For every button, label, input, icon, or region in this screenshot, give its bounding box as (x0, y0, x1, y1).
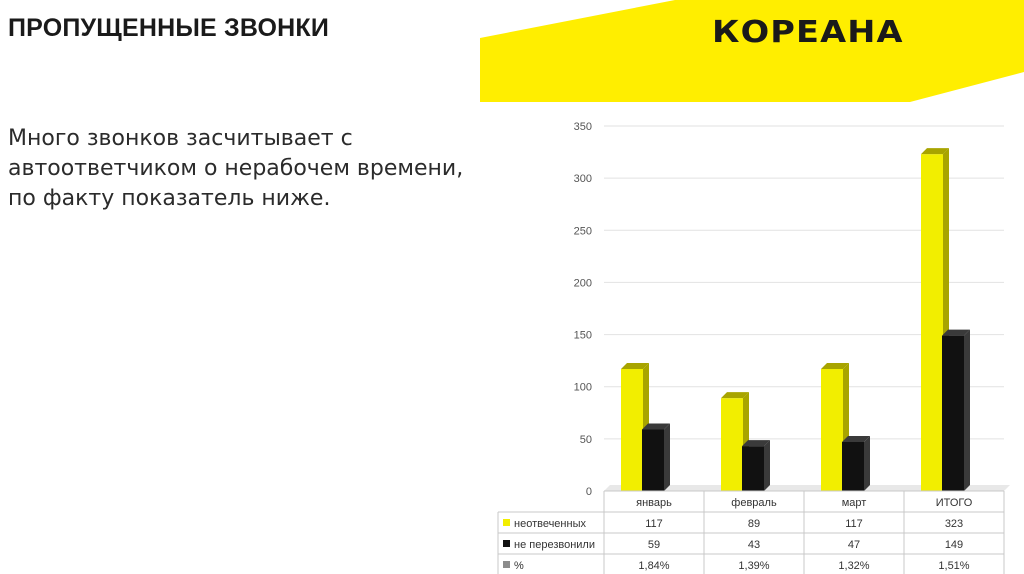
bar (942, 335, 964, 491)
y-tick-label: 0 (586, 486, 592, 498)
bar-side (664, 423, 670, 491)
bar (742, 446, 764, 491)
data-label: 1,32% (838, 560, 869, 572)
category-label: январь (636, 497, 672, 509)
bar-top (821, 362, 849, 369)
data-label: 47 (848, 539, 860, 551)
bar (621, 368, 643, 491)
bar-top (842, 435, 870, 442)
category-label: февраль (731, 497, 777, 509)
category-label: ИТОГО (936, 497, 973, 509)
data-label: 1,84% (638, 560, 669, 572)
data-label: 323 (945, 518, 963, 530)
legend-label: % (514, 560, 524, 572)
y-tick-label: 250 (574, 225, 592, 237)
bar (821, 368, 843, 491)
bar-side (764, 440, 770, 491)
data-label: 43 (748, 539, 760, 551)
bar-top (642, 423, 670, 430)
data-label: 117 (645, 518, 663, 530)
y-tick-label: 100 (574, 382, 592, 394)
bar-top (742, 440, 770, 447)
bar-top (721, 392, 749, 399)
bar (721, 398, 743, 491)
bar-top (942, 329, 970, 336)
header-banner (480, 0, 1024, 102)
body-text: Много звонков засчитывает с автоответчик… (8, 126, 464, 211)
y-tick-label: 350 (574, 121, 592, 133)
brand-logo: КОРЕАНА (712, 15, 904, 50)
data-label: 1,39% (738, 560, 769, 572)
category-label: март (842, 497, 867, 509)
data-label: 89 (748, 518, 760, 530)
bar-top (621, 362, 649, 369)
bar-side (864, 435, 870, 491)
banner-yellow-shape (480, 0, 1024, 102)
data-label: 1,51% (938, 560, 969, 572)
chart-floor (604, 485, 1010, 491)
legend-label: не перезвонили (514, 539, 595, 551)
y-tick-label: 150 (574, 330, 592, 342)
data-label: 59 (648, 539, 660, 551)
legend-key (503, 561, 510, 568)
legend-key (503, 540, 510, 547)
bar (642, 429, 664, 491)
bar (842, 441, 864, 491)
data-label: 117 (845, 518, 863, 530)
legend-key (503, 519, 510, 526)
y-tick-label: 50 (580, 434, 592, 446)
legend-label: неотвеченных (514, 518, 586, 530)
bar-top (921, 148, 949, 155)
y-tick-label: 200 (574, 277, 592, 289)
bar-side (964, 329, 970, 491)
bar (921, 154, 943, 491)
y-tick-label: 300 (574, 173, 592, 185)
data-label: 149 (945, 539, 963, 551)
page-title: ПРОПУЩЕННЫЕ ЗВОНКИ (8, 14, 330, 42)
